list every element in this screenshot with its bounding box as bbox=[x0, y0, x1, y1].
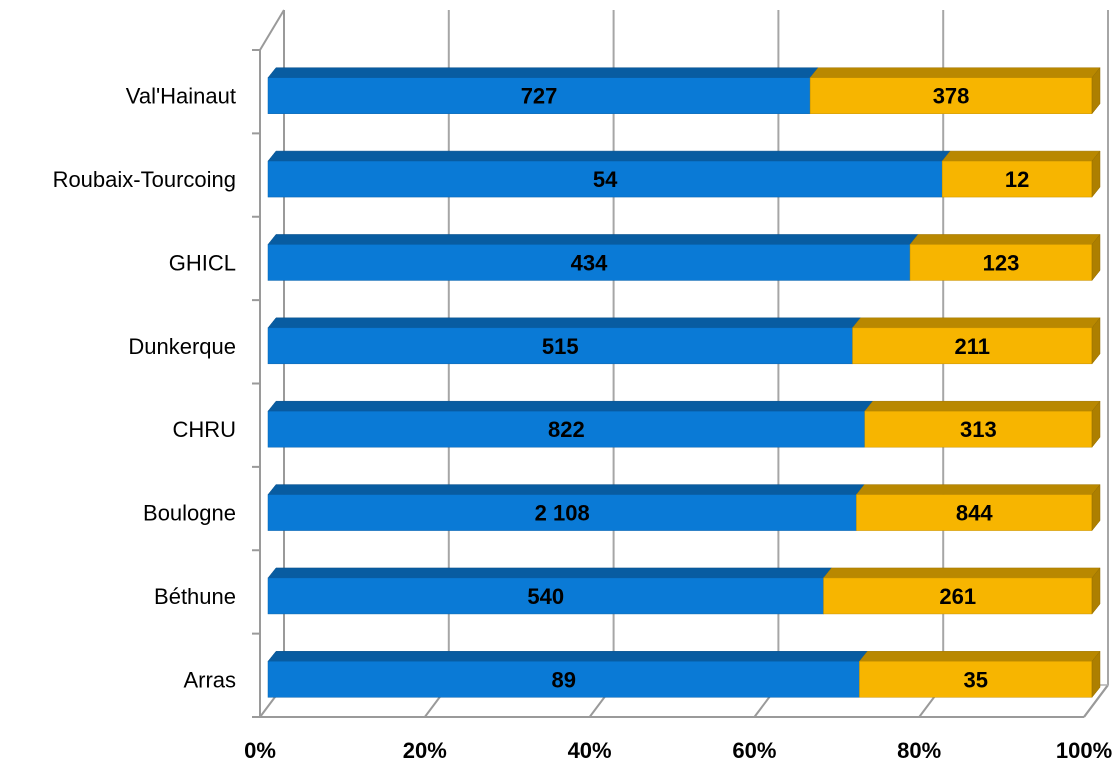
data-label: 261 bbox=[939, 584, 976, 609]
category-label: Boulogne bbox=[143, 501, 236, 526]
bar-top-face bbox=[267, 400, 874, 412]
data-label: 35 bbox=[963, 667, 987, 692]
bar-segment bbox=[864, 410, 1093, 448]
category-label: Roubaix-Tourcoing bbox=[53, 167, 236, 192]
bar-top-face bbox=[864, 400, 1101, 412]
bar-segment bbox=[267, 160, 943, 198]
x-tick-label: 100% bbox=[1056, 738, 1112, 763]
bar-side-face bbox=[1091, 400, 1101, 448]
data-label: 540 bbox=[527, 584, 564, 609]
floor-right-edge bbox=[1083, 684, 1109, 718]
bar-top-face bbox=[909, 234, 1101, 245]
bar-top-face bbox=[267, 234, 919, 245]
bar-top-face bbox=[267, 67, 819, 78]
bar-side-face bbox=[1091, 150, 1101, 198]
bar-top-face bbox=[851, 317, 1101, 329]
category-label: CHRU bbox=[172, 417, 236, 442]
bar-top-face bbox=[809, 67, 1101, 78]
bar-top-face bbox=[267, 484, 865, 495]
data-label: 211 bbox=[955, 334, 991, 359]
bar-segment bbox=[809, 77, 1093, 114]
bar-side-face bbox=[1091, 66, 1101, 115]
bar-segment bbox=[267, 577, 824, 615]
bar-side-face bbox=[1091, 233, 1101, 282]
bar-side-face bbox=[1091, 483, 1101, 532]
bar-segment bbox=[823, 577, 1093, 615]
bar-segment bbox=[267, 327, 853, 365]
bar-segment bbox=[267, 410, 866, 448]
data-label: 89 bbox=[551, 667, 575, 692]
bar-top-face bbox=[267, 651, 868, 662]
x-tick-label: 80% bbox=[897, 738, 941, 763]
x-tick-label: 0% bbox=[244, 738, 276, 763]
bar-segment bbox=[267, 244, 911, 281]
bars bbox=[267, 66, 1101, 699]
category-label: Béthune bbox=[154, 584, 236, 609]
bar-top-face bbox=[267, 150, 951, 162]
bar-top-face bbox=[822, 567, 1101, 579]
data-label: 727 bbox=[521, 84, 558, 109]
bar-top-face bbox=[267, 567, 833, 579]
bar-segment bbox=[941, 160, 1093, 198]
category-label: GHICL bbox=[169, 250, 236, 275]
data-label: 844 bbox=[956, 501, 993, 526]
data-label: 822 bbox=[548, 417, 585, 442]
category-label: Arras bbox=[183, 667, 236, 692]
side-wall-top-edge bbox=[259, 9, 285, 51]
bar-top-face bbox=[855, 484, 1101, 495]
bar-side-face bbox=[1091, 567, 1101, 615]
bar-segment bbox=[856, 494, 1093, 531]
labels: 0% 20% 40% 60% 80% 100% 89 35 Arras 540 261 Béthune… bbox=[53, 84, 1113, 763]
category-label: Val'Hainaut bbox=[126, 84, 236, 109]
bar-segment bbox=[267, 494, 857, 531]
bar-segment bbox=[859, 661, 1093, 698]
x-tick-label: 40% bbox=[568, 738, 612, 763]
bar-top-face bbox=[941, 150, 1101, 162]
data-label: 123 bbox=[983, 250, 1020, 275]
data-label: 54 bbox=[593, 167, 618, 192]
data-label: 2 108 bbox=[535, 501, 590, 526]
data-label: 515 bbox=[542, 334, 579, 359]
x-tick-label: 60% bbox=[732, 738, 776, 763]
category-label: Dunkerque bbox=[128, 334, 236, 359]
x-tick-label: 20% bbox=[403, 738, 447, 763]
data-label: 313 bbox=[960, 417, 997, 442]
bar-segment bbox=[267, 77, 811, 114]
bar-side-face bbox=[1091, 317, 1101, 365]
bar-segment bbox=[267, 661, 860, 698]
data-label: 434 bbox=[571, 250, 608, 275]
bar-side-face bbox=[1091, 650, 1101, 699]
bar-top-face bbox=[858, 651, 1101, 662]
bar-segment bbox=[852, 327, 1093, 365]
data-label: 378 bbox=[933, 84, 970, 109]
bar-top-face bbox=[267, 317, 862, 329]
data-label: 12 bbox=[1005, 167, 1029, 192]
